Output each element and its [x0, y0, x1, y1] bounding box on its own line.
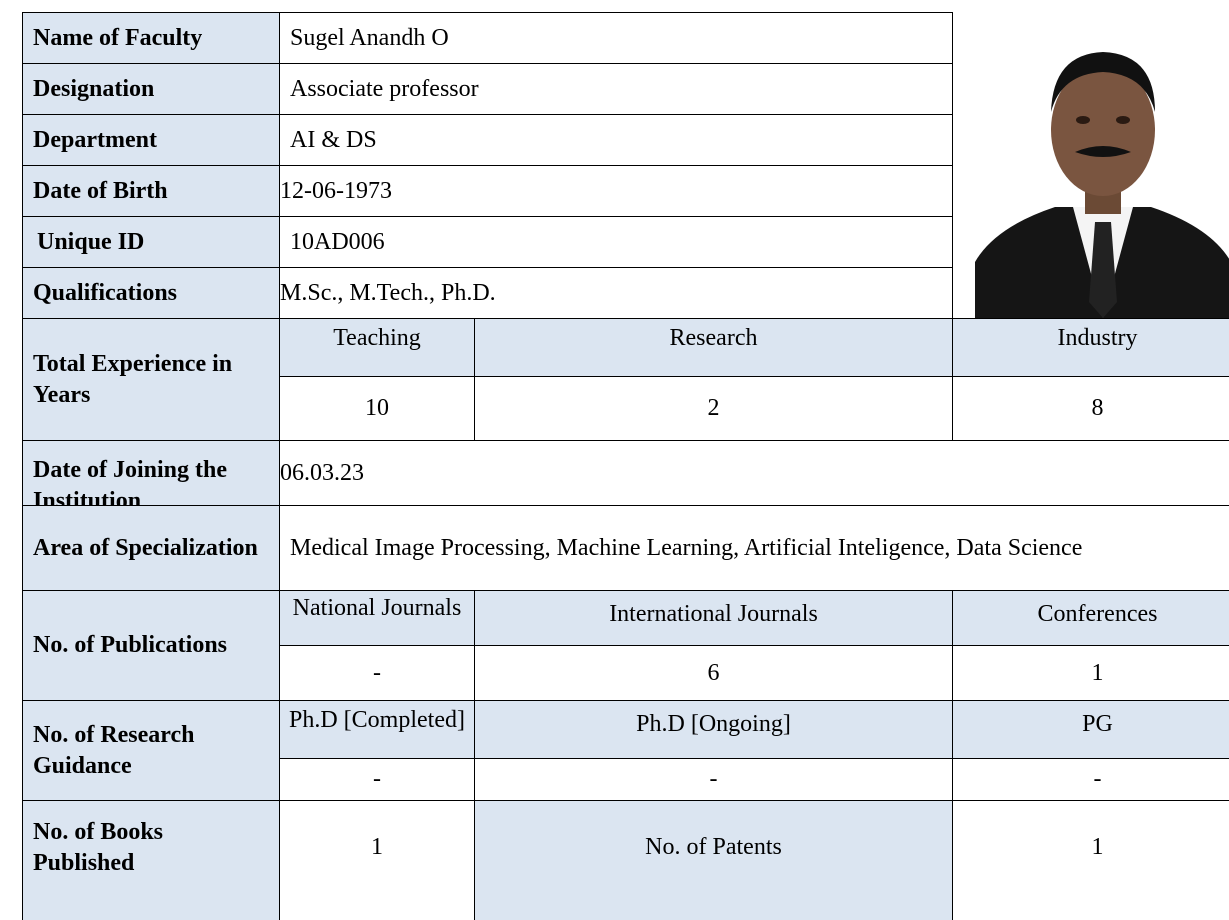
sub-value: -	[952, 758, 1229, 800]
sub-value: 10	[279, 376, 474, 440]
sub-value: -	[474, 758, 952, 800]
sub-value: 6	[474, 645, 952, 700]
sub-value: -	[279, 758, 474, 800]
sub-value: -	[279, 645, 474, 700]
row-label: Unique ID	[22, 216, 279, 267]
row-label: No. of Publications	[22, 590, 279, 700]
row-value: 10AD006	[279, 216, 952, 267]
row-value: 12-06-1973	[279, 165, 952, 216]
sub-header: PG	[952, 700, 1229, 758]
row-label: Date of Birth	[22, 165, 279, 216]
sub-header: Ph.D [Completed]	[279, 700, 474, 758]
sub-header: Industry	[952, 318, 1229, 376]
sub-value: 1	[952, 645, 1229, 700]
sub-header: International Journals	[474, 590, 952, 645]
row-label: No. of Research Guidance	[22, 700, 279, 800]
row-label: Qualifications	[22, 267, 279, 318]
row-label: Department	[22, 114, 279, 165]
patents-label: No. of Patents	[474, 800, 952, 920]
sub-header: Conferences	[952, 590, 1229, 645]
sub-header: National Journals	[279, 590, 474, 645]
row-value: Associate professor	[279, 63, 952, 114]
sub-header: Ph.D [Ongoing]	[474, 700, 952, 758]
sub-header: Research	[474, 318, 952, 376]
faculty-photo	[975, 12, 1229, 318]
sub-value: 2	[474, 376, 952, 440]
row-label: Area of Specialization	[22, 505, 279, 590]
row-value: AI & DS	[279, 114, 952, 165]
row-value: Sugel Anandh O	[279, 12, 952, 63]
row-label: Date of Joining the Institution	[22, 440, 279, 505]
row-label: Total Experience in Years	[22, 318, 279, 440]
row-label: Designation	[22, 63, 279, 114]
row-label: No. of Books Published	[22, 800, 279, 920]
photo-cell	[952, 12, 1229, 318]
row-value: 1	[279, 800, 474, 920]
sub-header: Teaching	[279, 318, 474, 376]
row-value: M.Sc., M.Tech., Ph.D.	[279, 267, 952, 318]
patents-value: 1	[952, 800, 1229, 920]
sub-value: 8	[952, 376, 1229, 440]
row-value: 06.03.23	[279, 440, 1229, 505]
row-label: Name of Faculty	[22, 12, 279, 63]
row-value: Medical Image Processing, Machine Learni…	[279, 505, 1229, 590]
